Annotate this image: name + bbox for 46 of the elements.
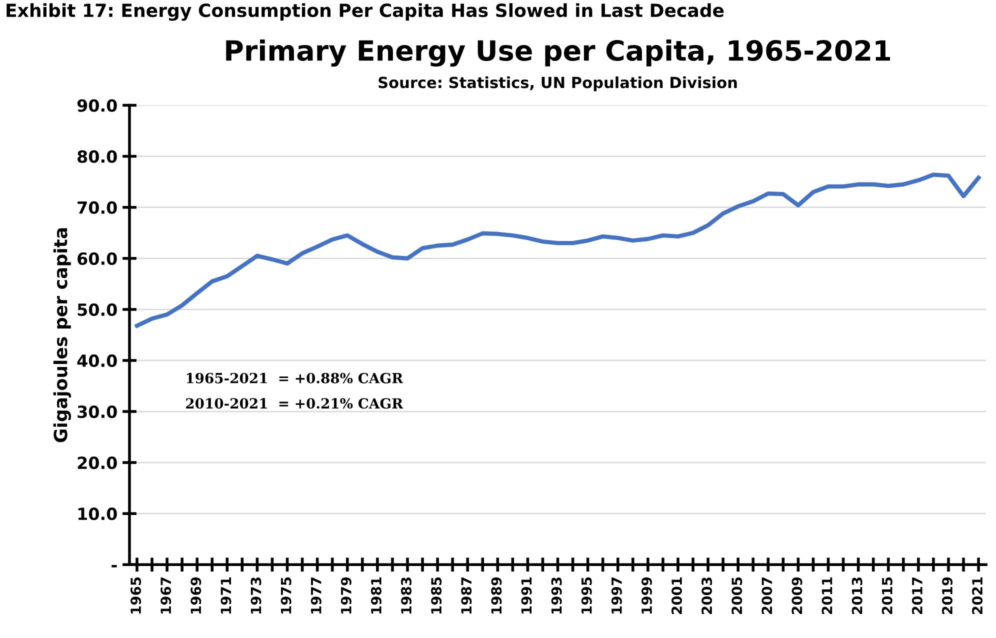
- x-tick-label: 1997: [611, 578, 622, 614]
- chart-subtitle: Source: Statistics, UN Population Division: [378, 76, 737, 92]
- x-tick-label: 2003: [702, 578, 712, 614]
- y-tick-label: 30.0: [78, 405, 117, 418]
- annotation: 2010-2021 = +0.21% CAGR: [186, 398, 404, 409]
- x-tick-label: 2013: [852, 578, 862, 614]
- x-tick-label: 1981: [370, 577, 382, 614]
- x-tick-label: 2005: [732, 577, 742, 614]
- y-tick-label: 20.0: [78, 456, 117, 470]
- x-tick-label: 2011: [822, 577, 832, 614]
- x-tick-label: 1999: [641, 577, 652, 614]
- x-tick-label: 1977: [310, 578, 322, 614]
- x-tick-label: 1987: [461, 578, 472, 614]
- x-tick-label: 1969: [190, 577, 202, 614]
- x-tick-label: 2017: [912, 578, 922, 614]
- text: Exhibit 17: Energy Consumption Per Capita Has Slowed in Last Decade: [6, 3, 724, 21]
- x-tick-label: 1995: [581, 577, 592, 614]
- y-tick-label: 50.0: [78, 303, 117, 316]
- x-tick-label: 2001: [672, 577, 682, 614]
- chart-title: Primary Energy Use per Capita, 1965-2021: [226, 40, 890, 67]
- annotation: 1965-2021 = +0.88% CAGR: [186, 372, 404, 384]
- x-tick-label: 1973: [250, 578, 262, 614]
- y-tick-label: 10.0: [78, 508, 117, 520]
- y-tick-label: 90.0: [77, 99, 117, 112]
- y-tick-label: 40.0: [77, 354, 117, 368]
- y-tick-label: 70.0: [78, 201, 117, 214]
- x-tick-label: 1985: [431, 577, 442, 614]
- y-tick-label: -: [112, 564, 117, 568]
- y-tick-label: 80.0: [78, 150, 117, 163]
- x-tick-label: 2009: [792, 577, 802, 614]
- x-tick-label: 2015: [882, 577, 892, 614]
- x-tick-label: 2007: [762, 578, 772, 614]
- line-series: [134, 172, 981, 328]
- x-tick-label: 1971: [220, 577, 232, 614]
- x-tick-label: 1979: [340, 577, 352, 614]
- x-tick-label: 1989: [491, 577, 502, 614]
- x-tick-label: 1965: [130, 577, 142, 614]
- x-tick-label: 1993: [551, 578, 562, 614]
- x-tick-label: 2019: [942, 577, 952, 614]
- x-tick-label: 1967: [160, 578, 172, 614]
- y-tick-label: 60.0: [78, 252, 117, 265]
- x-tick-label: 1975: [280, 577, 292, 614]
- y-axis-title: Gigajoules per capita: [53, 228, 71, 442]
- x-tick-label: 2021: [972, 577, 983, 614]
- x-tick-label: 1991: [521, 577, 532, 614]
- x-tick-label: 1983: [401, 578, 412, 614]
